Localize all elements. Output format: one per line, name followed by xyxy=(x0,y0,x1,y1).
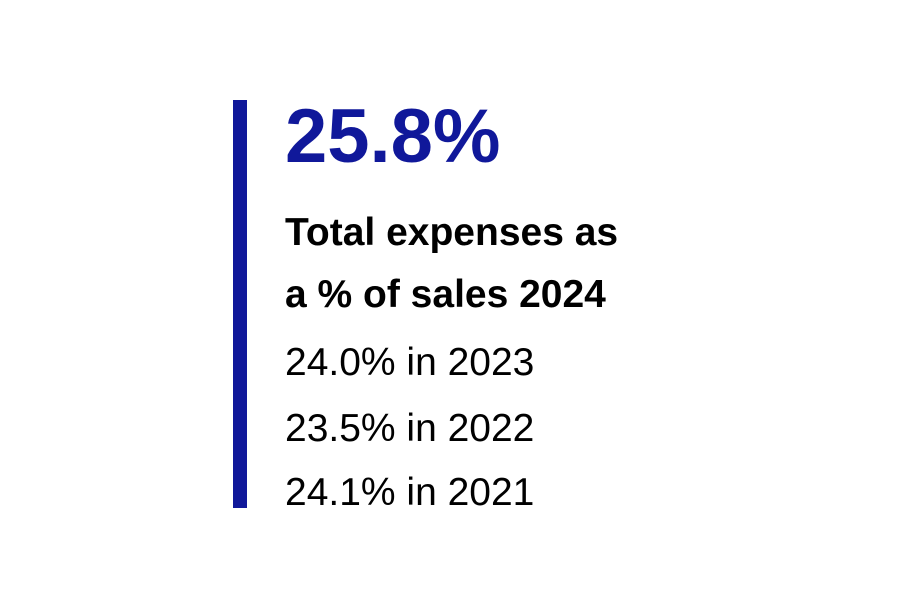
kpi-label: a % of sales 2024 xyxy=(285,273,606,316)
kpi-label: Total expenses as xyxy=(285,211,618,254)
history-item: 24.1% in 2021 xyxy=(285,471,534,514)
history-item: 24.0% in 2023 xyxy=(285,341,534,384)
kpi-value: 25.8% xyxy=(285,94,501,179)
history-item: 23.5% in 2022 xyxy=(285,407,534,450)
accent-bar xyxy=(233,100,247,508)
